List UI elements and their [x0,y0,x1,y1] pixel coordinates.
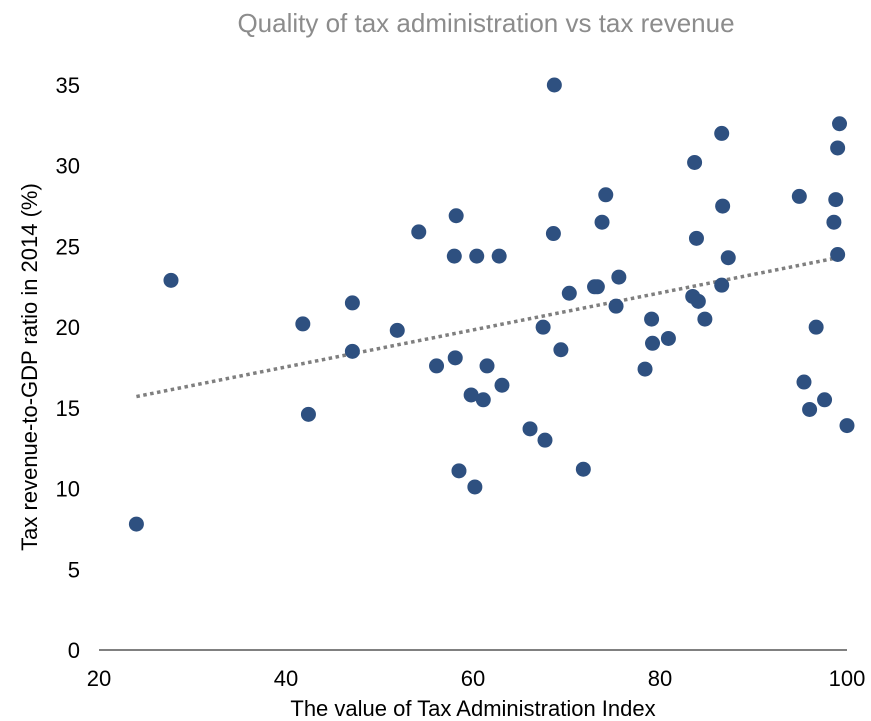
data-point [644,311,660,327]
data-point [714,277,730,293]
data-point [300,406,316,422]
y-tick-label: 0 [68,638,80,663]
data-point [687,154,703,170]
y-axis-title: Tax revenue-to-GDP ratio in 2014 (%) [17,183,42,551]
data-point [411,224,427,240]
y-tick-label: 15 [56,396,80,421]
x-tick-label: 80 [648,666,672,691]
data-point [714,125,730,141]
trendline [136,256,838,399]
data-point [537,432,553,448]
data-point [389,322,405,338]
data-point [546,77,562,93]
data-point [598,187,614,203]
data-point [522,421,538,437]
data-point [447,350,463,366]
data-point [448,208,464,224]
data-point [645,335,661,351]
data-point [479,358,495,374]
data-point [295,316,311,332]
data-point [589,279,605,295]
y-axis-tick-labels: 0 5 10 15 20 25 30 35 [56,73,80,663]
x-tick-label: 60 [461,666,485,691]
data-point [808,319,824,335]
data-point [830,140,846,156]
data-point [791,188,807,204]
data-point [163,272,179,288]
data-point [494,377,510,393]
data-point [344,295,360,311]
data-point [429,358,445,374]
data-point [467,479,483,495]
data-point [545,226,561,242]
data-point [839,418,855,434]
data-point [826,214,842,230]
x-axis-title: The value of Tax Administration Index [290,696,655,721]
data-point [553,342,569,358]
data-point [697,311,713,327]
y-tick-label: 20 [56,315,80,340]
data-point [611,269,627,285]
data-point [575,461,591,477]
y-tick-label: 10 [56,477,80,502]
data-point [344,343,360,359]
data-point [817,392,833,408]
x-tick-label: 100 [829,666,866,691]
data-point [561,285,577,301]
data-point [637,361,653,377]
x-tick-label: 20 [87,666,111,691]
data-point [690,293,706,309]
data-point [469,248,485,264]
data-point [463,387,479,403]
data-point [688,230,704,246]
y-tick-label: 25 [56,234,80,259]
data-point [128,516,144,532]
chart-title: Quality of tax administration vs tax rev… [237,8,734,38]
data-point [446,248,462,264]
y-tick-label: 30 [56,154,80,179]
data-point [828,192,844,208]
y-tick-label: 5 [68,557,80,582]
data-point [715,198,731,214]
data-point [475,392,491,408]
data-point [660,330,676,346]
data-points [128,77,855,532]
y-tick-label: 35 [56,73,80,98]
data-point [802,401,818,417]
x-axis-tick-labels: 20 40 60 80 100 [87,666,866,691]
data-point [720,250,736,266]
x-tick-label: 40 [274,666,298,691]
data-point [594,214,610,230]
data-point [491,248,507,264]
data-point [832,116,848,132]
data-point [535,319,551,335]
data-point [830,247,846,262]
data-point [796,374,812,390]
data-point [608,298,624,314]
data-point [451,463,467,479]
